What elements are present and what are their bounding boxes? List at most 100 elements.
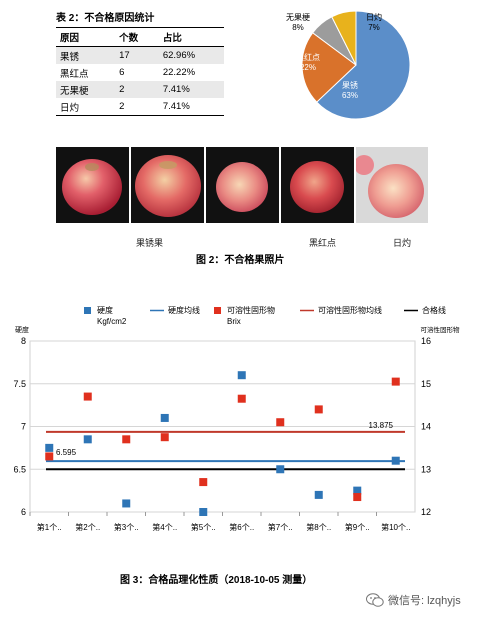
y-tick-label: 8 — [21, 336, 26, 346]
y2-tick-label: 13 — [421, 464, 431, 474]
table-row: 日灼 2 7.41% — [56, 98, 224, 116]
apple-photo-3 — [206, 147, 279, 223]
apple-photo-2 — [131, 147, 204, 223]
cell-pct: 62.96% — [158, 46, 224, 64]
legend-sublabel: Brix — [227, 317, 241, 326]
x-tick-label: 第6个.. — [229, 522, 254, 532]
apple-photo-1 — [56, 147, 129, 223]
y-axis-title: 硬度 — [15, 325, 29, 334]
y-tick-label: 7 — [21, 422, 26, 432]
pie-label-name: 日灼 — [366, 12, 382, 22]
x-tick-label: 第9个.. — [345, 522, 370, 532]
pie-slice-1 — [316, 10, 411, 120]
pie-label-pct: 22% — [300, 63, 316, 72]
photo-caption-1: 果锈果 — [136, 238, 164, 248]
photo-caption-3: 日灼 — [393, 238, 412, 248]
apple-photo-strip — [56, 147, 428, 223]
data-point-brix — [122, 435, 131, 444]
y-tick-label: 6 — [21, 507, 26, 517]
legend-label: 可溶性固形物 — [227, 305, 275, 315]
data-point-hardness — [276, 465, 285, 474]
data-point-hardness — [83, 435, 92, 444]
legend-label: 硬度 — [97, 305, 113, 315]
cell-reason: 日灼 — [56, 98, 116, 116]
cell-pct: 22.22% — [162, 67, 196, 78]
cell-pct: 7.41% — [158, 98, 224, 116]
x-tick-label: 第2个.. — [75, 522, 100, 532]
pie-label-name: 果锈 — [342, 80, 358, 90]
legend-label: 可溶性固形物均线 — [318, 305, 382, 315]
y2-tick-label: 16 — [421, 336, 431, 346]
legend-sublabel: Kgf/cm2 — [97, 317, 127, 326]
apple-photo-4 — [281, 147, 354, 223]
table-row: 无果梗 2 7.41% — [56, 81, 224, 98]
y2-tick-label: 14 — [421, 422, 431, 432]
x-tick-label: 第5个.. — [191, 522, 216, 532]
y-tick-label: 6.5 — [13, 464, 26, 474]
data-point-hardness — [353, 486, 362, 495]
x-tick-label: 第8个.. — [306, 522, 331, 532]
reference-line-label: 13.875 — [369, 421, 394, 430]
cell-count: 17 — [115, 46, 159, 64]
cell-pct: 7.41% — [158, 81, 224, 98]
data-point-brix — [160, 433, 169, 442]
data-point-brix — [83, 392, 92, 401]
cell-count: 2 — [115, 81, 159, 98]
legend-label: 硬度均线 — [168, 305, 200, 315]
table-title: 表 2：不合格原因统计 — [56, 13, 155, 24]
header-reason: 原因 — [56, 27, 116, 47]
y2-axis-title: 可溶性固形物 — [421, 325, 461, 334]
legend-marker — [214, 307, 221, 314]
cell-reason: 果锈 — [56, 46, 116, 64]
x-tick-label: 第1个.. — [37, 522, 62, 532]
data-point-brix — [314, 405, 323, 414]
x-tick-label: 第10个.. — [381, 522, 410, 532]
cell-reason: 黑红点 — [60, 68, 89, 80]
data-point-hardness — [314, 490, 323, 499]
header-count: 个数 — [115, 27, 159, 47]
photo-caption-2: 黑红点 — [309, 238, 337, 248]
data-point-hardness — [160, 413, 169, 422]
reference-line-label: 6.595 — [56, 448, 77, 457]
wechat-icon — [366, 593, 384, 607]
y2-tick-label: 12 — [421, 507, 431, 517]
header-pct: 占比 — [158, 27, 224, 47]
data-point-brix — [276, 418, 285, 427]
data-point-brix — [199, 478, 208, 487]
pie-label-name: 无果梗 — [286, 12, 310, 22]
x-tick-label: 第7个.. — [268, 522, 293, 532]
pie-label-pct: 63% — [342, 91, 358, 100]
data-point-hardness — [45, 443, 54, 452]
figure2-title: 图 2：不合格果照片 — [196, 255, 285, 266]
pie-label-pct: 7% — [368, 23, 380, 32]
defect-reason-table: 原因 个数 占比 果锈 17 62.96% 黑红点 6 22.22% 无果梗 2… — [56, 27, 224, 116]
x-tick-label: 第4个.. — [152, 522, 177, 532]
watermark-text: 微信号: lzqhyjs — [388, 595, 461, 607]
data-point-brix — [353, 493, 362, 502]
data-point-hardness — [391, 456, 400, 465]
legend-marker — [84, 307, 91, 314]
data-point-brix — [391, 377, 400, 386]
pie-slice-4 — [331, 10, 357, 66]
cell-count: 6 — [119, 67, 125, 78]
y2-tick-label: 15 — [421, 379, 431, 389]
apple-photo-5 — [356, 147, 428, 223]
figure3-title: 图 3：合格品理化性质（2018-10-05 测量） — [120, 575, 313, 586]
table-row: 果锈 17 62.96% — [56, 46, 224, 64]
pie-label-pct: 8% — [292, 23, 304, 32]
x-tick-label: 第3个.. — [114, 522, 139, 532]
cell-count: 2 — [115, 98, 159, 116]
data-point-hardness — [237, 371, 246, 380]
table-header-row: 原因 个数 占比 — [56, 27, 224, 47]
y-tick-label: 7.5 — [13, 379, 26, 389]
legend-label: 合格线 — [422, 305, 446, 315]
watermark: 微信号: lzqhyjs — [366, 592, 461, 608]
data-point-brix — [45, 452, 54, 461]
pie-label-name: 黑红点 — [296, 52, 320, 62]
cell-reason: 无果梗 — [56, 81, 116, 98]
data-point-hardness — [122, 499, 131, 508]
data-point-hardness — [199, 508, 208, 516]
data-point-brix — [237, 394, 246, 403]
